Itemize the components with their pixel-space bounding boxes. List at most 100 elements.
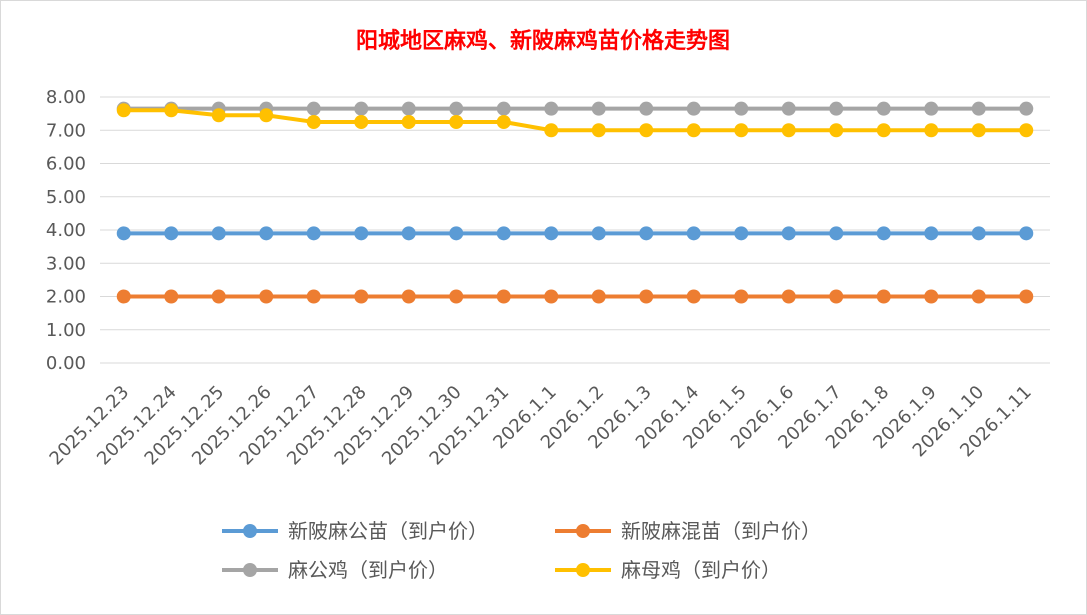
series-line — [121, 108, 1029, 133]
legend-label: 新陂麻公苗（到户价） — [288, 519, 488, 543]
legend-marker — [243, 563, 257, 577]
data-point — [781, 101, 796, 116]
legend-item: 麻母鸡（到户价） — [555, 558, 781, 582]
data-point — [164, 226, 179, 241]
data-point — [591, 226, 606, 241]
data-point — [734, 123, 749, 138]
legend-item: 新陂麻公苗（到户价） — [222, 519, 488, 543]
data-point — [876, 123, 891, 138]
series-0 — [116, 226, 1034, 241]
data-point — [1019, 289, 1034, 304]
chart-title: 阳城地区麻鸡、新陂麻鸡苗价格走势图 — [356, 28, 730, 54]
data-point — [1019, 101, 1034, 116]
data-point — [496, 289, 511, 304]
y-tick-label: 6.00 — [46, 154, 86, 175]
data-point — [686, 123, 701, 138]
legend: 新陂麻公苗（到户价） 新陂麻混苗（到户价） 麻公鸡（到户价） 麻母鸡（到户价） — [222, 519, 821, 582]
data-point — [354, 101, 369, 116]
data-point — [116, 103, 131, 118]
data-point — [591, 101, 606, 116]
data-point — [591, 289, 606, 304]
data-point — [971, 226, 986, 241]
legend-marker — [576, 524, 590, 538]
data-point — [876, 289, 891, 304]
data-point — [544, 101, 559, 116]
data-point — [401, 114, 416, 129]
data-point — [496, 114, 511, 129]
data-point — [781, 226, 796, 241]
legend-item: 新陂麻混苗（到户价） — [555, 519, 821, 543]
data-point — [829, 226, 844, 241]
data-point — [876, 101, 891, 116]
data-point — [639, 101, 654, 116]
data-point — [829, 101, 844, 116]
data-point — [354, 289, 369, 304]
y-tick-label: 3.00 — [46, 253, 86, 274]
data-point — [971, 289, 986, 304]
data-point — [116, 226, 131, 241]
data-point — [211, 289, 226, 304]
data-point — [496, 101, 511, 116]
y-tick-label: 0.00 — [46, 353, 86, 374]
data-point — [639, 226, 654, 241]
data-point — [211, 226, 226, 241]
y-tick-label: 7.00 — [46, 120, 86, 141]
data-point — [924, 101, 939, 116]
data-point — [686, 289, 701, 304]
data-point — [639, 123, 654, 138]
series-3 — [116, 103, 1034, 138]
data-point — [449, 226, 464, 241]
data-point — [686, 226, 701, 241]
data-point — [164, 103, 179, 118]
x-axis-ticks: 2025.12.232025.12.242025.12.252025.12.26… — [46, 382, 1036, 470]
data-point — [116, 289, 131, 304]
data-point — [734, 289, 749, 304]
data-point — [686, 101, 701, 116]
y-axis-ticks: 0.00 1.00 2.00 3.00 4.00 5.00 6.00 7.00 8.00 — [46, 87, 86, 374]
data-point — [259, 108, 274, 123]
legend-item: 麻公鸡（到户价） — [222, 558, 448, 582]
legend-label: 新陂麻混苗（到户价） — [621, 519, 821, 543]
data-point — [924, 123, 939, 138]
data-point — [401, 101, 416, 116]
y-tick-label: 1.00 — [46, 320, 86, 341]
data-point — [544, 289, 559, 304]
data-point — [639, 289, 654, 304]
legend-marker — [243, 524, 257, 538]
data-point — [544, 123, 559, 138]
data-point — [306, 101, 321, 116]
data-point — [449, 289, 464, 304]
legend-label: 麻公鸡（到户价） — [288, 558, 448, 582]
y-tick-label: 2.00 — [46, 287, 86, 308]
data-point — [734, 101, 749, 116]
data-point — [876, 226, 891, 241]
data-point — [449, 114, 464, 129]
data-point — [306, 114, 321, 129]
data-point — [829, 289, 844, 304]
data-point — [924, 226, 939, 241]
data-point — [306, 289, 321, 304]
series-lines — [116, 101, 1034, 304]
data-point — [259, 289, 274, 304]
data-point — [829, 123, 844, 138]
data-point — [781, 123, 796, 138]
data-point — [591, 123, 606, 138]
y-tick-label: 8.00 — [46, 87, 86, 108]
legend-marker — [576, 563, 590, 577]
gridlines — [100, 96, 1050, 364]
data-point — [1019, 226, 1034, 241]
data-point — [401, 226, 416, 241]
data-point — [734, 226, 749, 241]
data-point — [259, 226, 274, 241]
legend-label: 麻母鸡（到户价） — [621, 558, 781, 582]
series-1 — [116, 289, 1034, 304]
data-point — [164, 289, 179, 304]
y-tick-label: 5.00 — [46, 187, 86, 208]
data-point — [544, 226, 559, 241]
data-point — [971, 123, 986, 138]
data-point — [354, 114, 369, 129]
data-point — [401, 289, 416, 304]
data-point — [1019, 123, 1034, 138]
